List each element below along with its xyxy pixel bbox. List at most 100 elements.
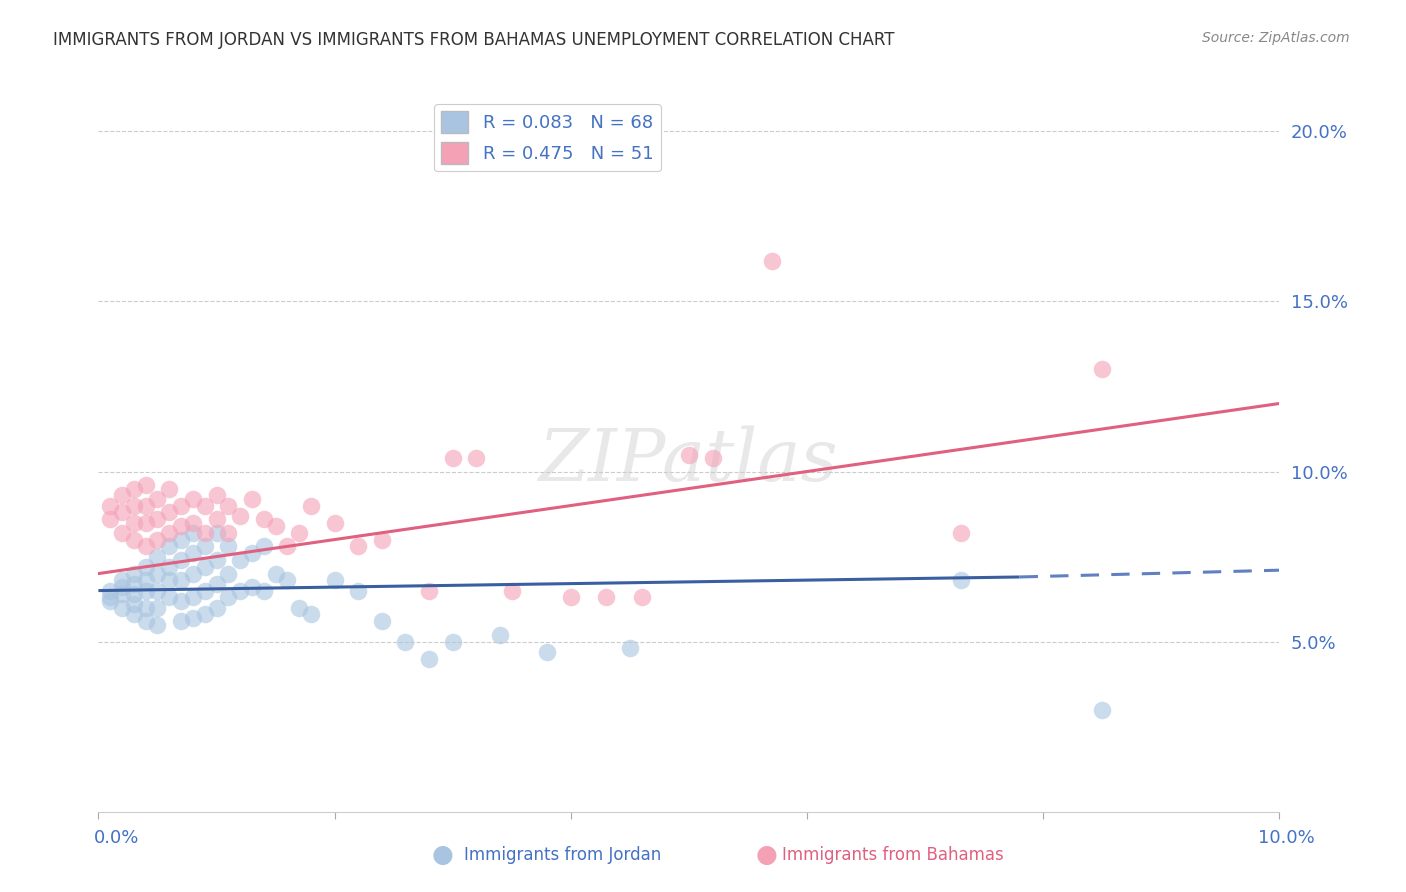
Point	[441, 634, 464, 648]
Point	[157, 574, 180, 588]
Point	[441, 450, 464, 465]
Point	[217, 499, 239, 513]
Point	[1091, 703, 1114, 717]
Point	[288, 600, 311, 615]
Text: ZIPatlas: ZIPatlas	[538, 425, 839, 496]
Point	[111, 574, 134, 588]
Point	[949, 525, 972, 540]
Point	[122, 533, 145, 547]
Point	[135, 478, 157, 492]
Point	[170, 574, 193, 588]
Point	[205, 553, 228, 567]
Point	[98, 499, 121, 513]
Point	[264, 519, 287, 533]
Point	[240, 546, 263, 560]
Point	[146, 617, 169, 632]
Point	[253, 583, 276, 598]
Point	[122, 566, 145, 581]
Text: ●: ●	[755, 843, 778, 866]
Point	[146, 491, 169, 506]
Point	[146, 600, 169, 615]
Point	[111, 600, 134, 615]
Text: IMMIGRANTS FROM JORDAN VS IMMIGRANTS FROM BAHAMAS UNEMPLOYMENT CORRELATION CHART: IMMIGRANTS FROM JORDAN VS IMMIGRANTS FRO…	[53, 31, 896, 49]
Point	[465, 450, 488, 465]
Point	[170, 594, 193, 608]
Point	[205, 600, 228, 615]
Point	[122, 576, 145, 591]
Point	[146, 549, 169, 564]
Point	[229, 553, 252, 567]
Point	[253, 512, 276, 526]
Point	[205, 576, 228, 591]
Point	[1091, 362, 1114, 376]
Point	[181, 611, 204, 625]
Text: 0.0%: 0.0%	[94, 829, 139, 847]
Point	[157, 591, 180, 605]
Point	[595, 591, 617, 605]
Point	[217, 525, 239, 540]
Point	[194, 559, 217, 574]
Point	[135, 516, 157, 530]
Point	[135, 614, 157, 628]
Point	[217, 566, 239, 581]
Point	[157, 540, 180, 554]
Point	[157, 505, 180, 519]
Point	[111, 580, 134, 594]
Point	[181, 491, 204, 506]
Point	[170, 499, 193, 513]
Text: Immigrants from Jordan: Immigrants from Jordan	[464, 846, 661, 863]
Point	[560, 591, 582, 605]
Point	[157, 482, 180, 496]
Point	[170, 533, 193, 547]
Point	[122, 516, 145, 530]
Point	[181, 566, 204, 581]
Point	[122, 597, 145, 611]
Point	[323, 574, 346, 588]
Point	[111, 525, 134, 540]
Point	[181, 546, 204, 560]
Point	[536, 645, 558, 659]
Point	[111, 505, 134, 519]
Point	[157, 525, 180, 540]
Point	[194, 540, 217, 554]
Point	[98, 594, 121, 608]
Point	[288, 525, 311, 540]
Point	[170, 553, 193, 567]
Point	[205, 488, 228, 502]
Point	[194, 525, 217, 540]
Point	[489, 628, 512, 642]
Text: Immigrants from Bahamas: Immigrants from Bahamas	[782, 846, 1004, 863]
Point	[253, 540, 276, 554]
Point	[217, 540, 239, 554]
Point	[194, 607, 217, 622]
Point	[678, 448, 700, 462]
Point	[181, 591, 204, 605]
Point	[146, 566, 169, 581]
Point	[347, 540, 370, 554]
Point	[347, 583, 370, 598]
Point	[630, 591, 652, 605]
Text: Source: ZipAtlas.com: Source: ZipAtlas.com	[1202, 31, 1350, 45]
Text: ●: ●	[432, 843, 454, 866]
Point	[371, 614, 394, 628]
Point	[157, 559, 180, 574]
Point	[418, 651, 440, 665]
Point	[135, 583, 157, 598]
Point	[949, 574, 972, 588]
Point	[276, 574, 298, 588]
Point	[240, 580, 263, 594]
Point	[702, 450, 724, 465]
Point	[181, 525, 204, 540]
Point	[135, 574, 157, 588]
Point	[371, 533, 394, 547]
Point	[299, 499, 322, 513]
Point	[205, 512, 228, 526]
Text: 10.0%: 10.0%	[1258, 829, 1315, 847]
Point	[111, 587, 134, 601]
Point	[122, 607, 145, 622]
Point	[122, 587, 145, 601]
Legend: R = 0.083   N = 68, R = 0.475   N = 51: R = 0.083 N = 68, R = 0.475 N = 51	[434, 104, 661, 171]
Point	[170, 519, 193, 533]
Point	[98, 591, 121, 605]
Point	[98, 512, 121, 526]
